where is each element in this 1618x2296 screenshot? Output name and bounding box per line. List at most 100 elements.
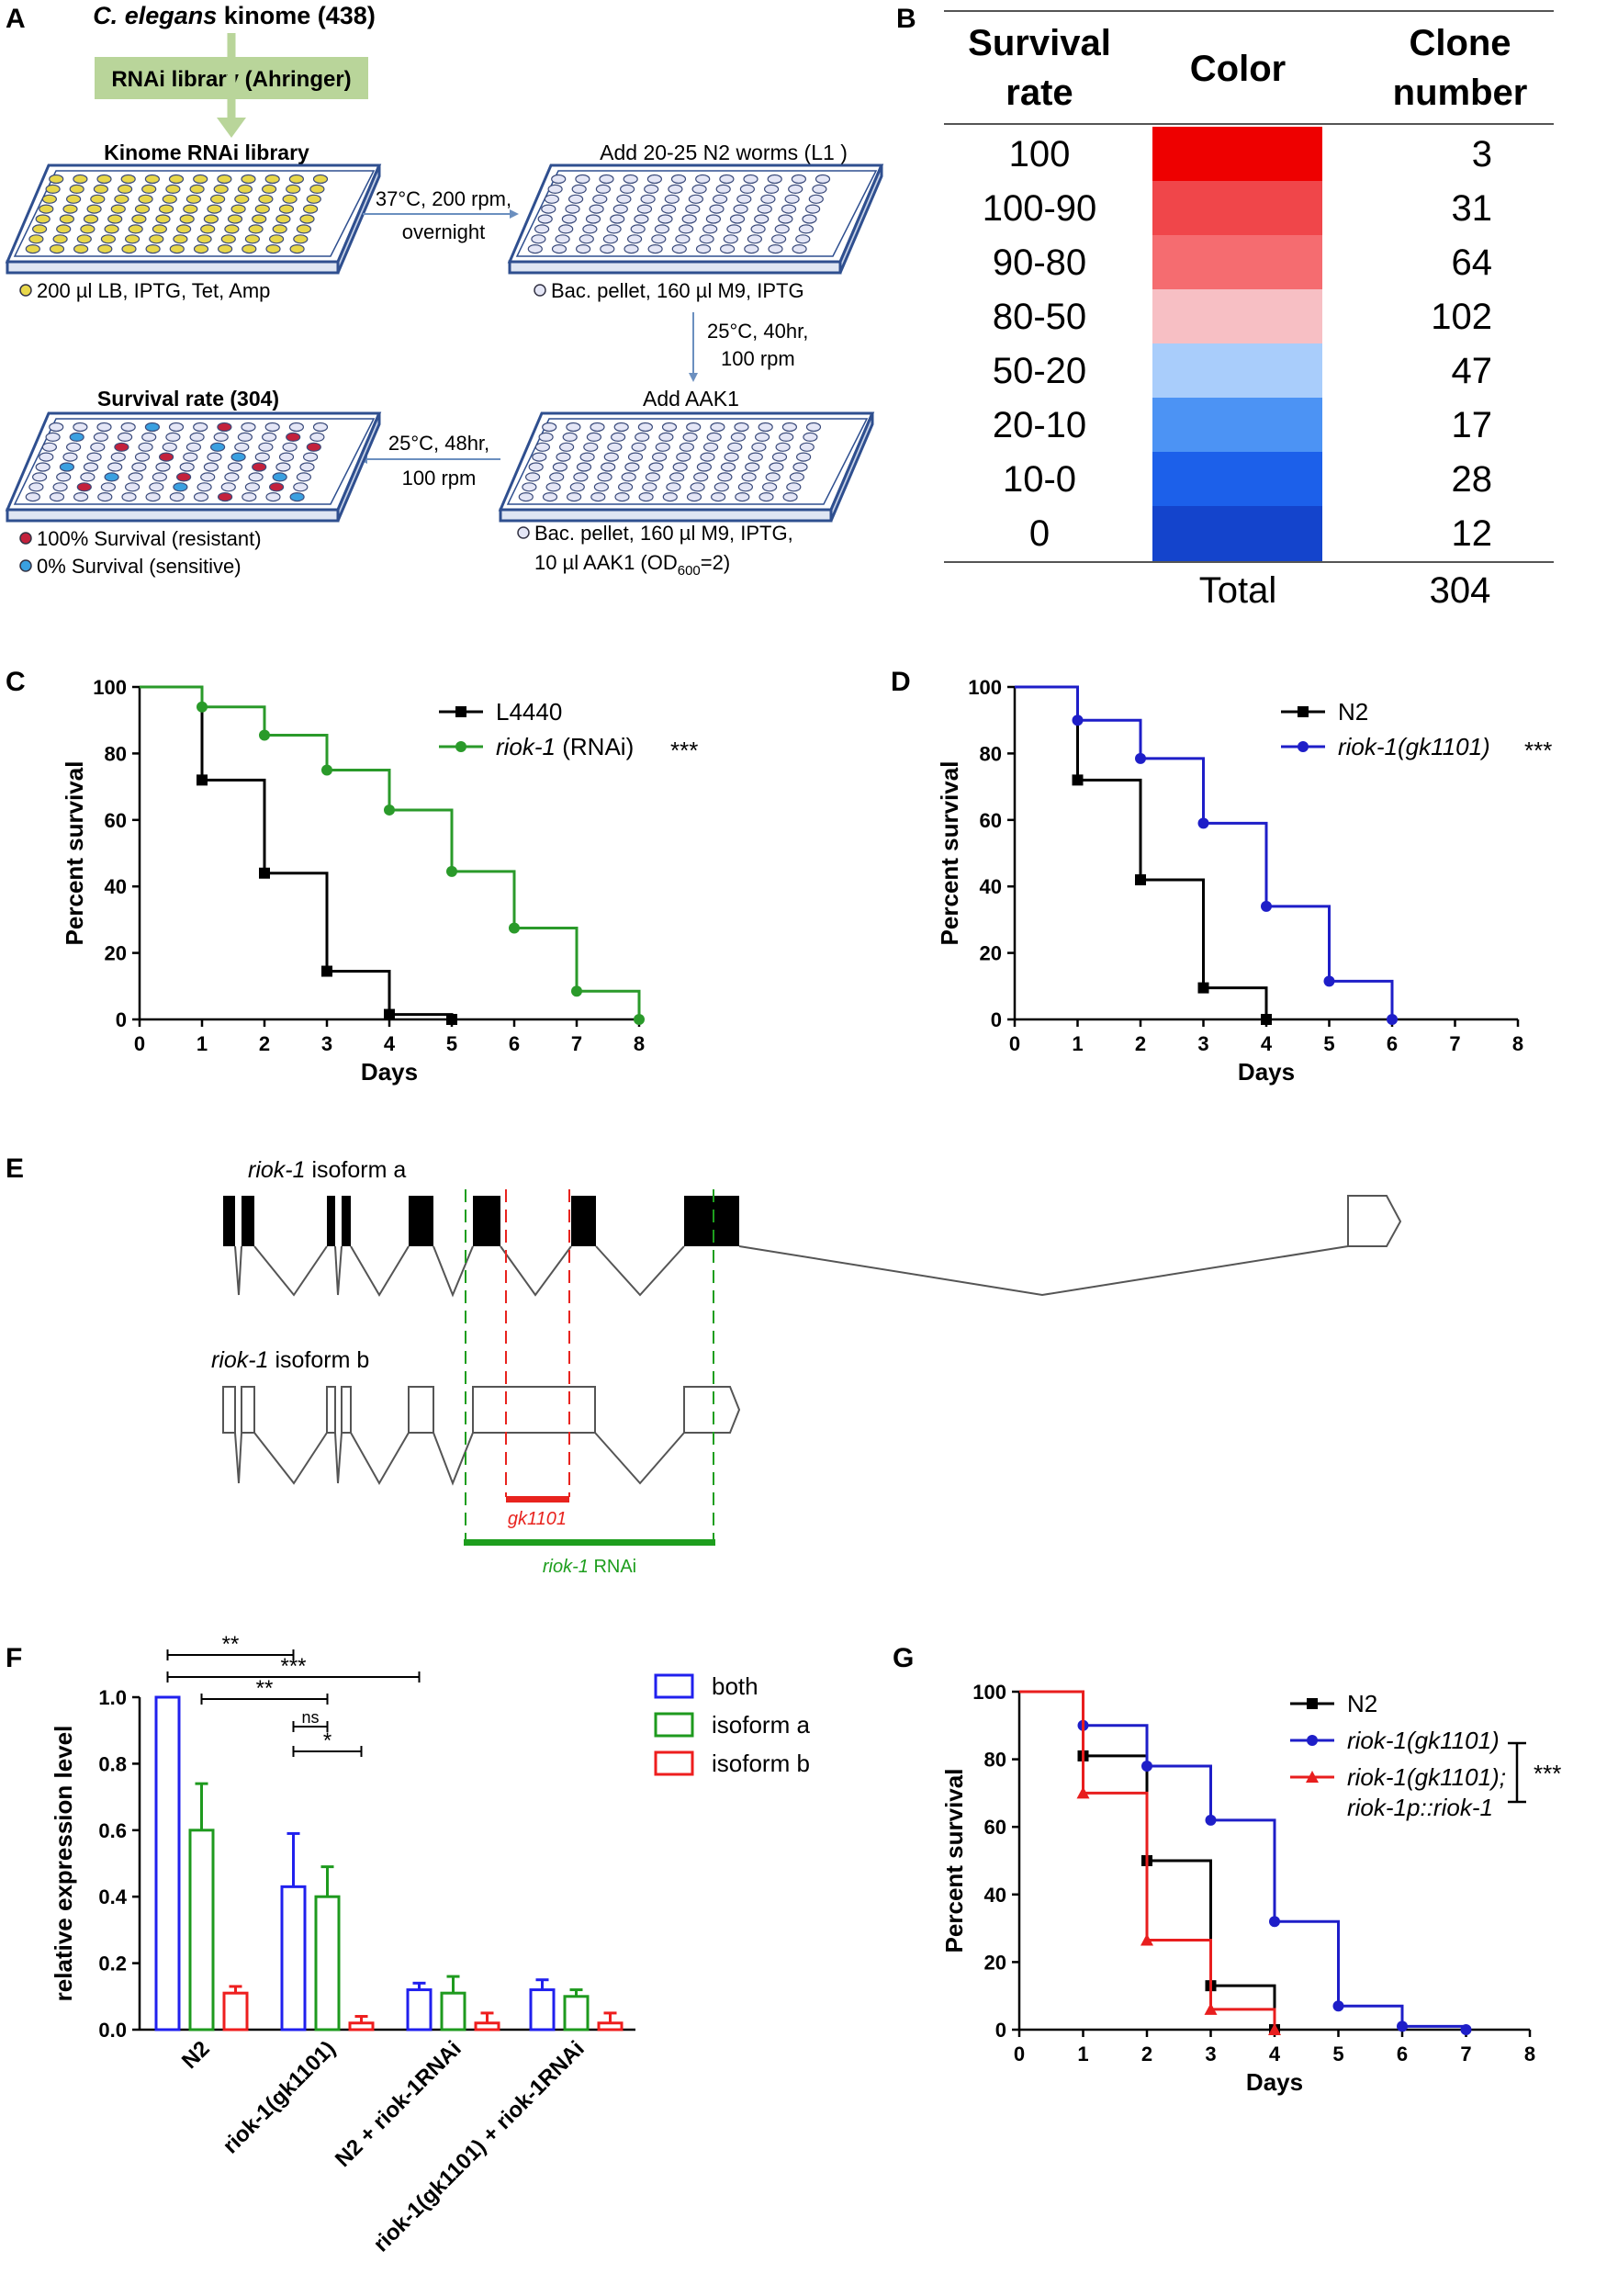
panel-e-label: E [6, 1154, 24, 1184]
chart-d: 0 20 40 60 80 100 0 1 2 3 4 5 6 7 8 Days Percent surviva… [936, 676, 1552, 1086]
well [589, 204, 604, 214]
bar [348, 2021, 375, 2032]
well [758, 491, 774, 502]
well [141, 432, 157, 442]
well [90, 442, 106, 452]
well [788, 184, 803, 194]
well [624, 244, 639, 254]
data-point [1261, 1014, 1272, 1025]
well [621, 472, 636, 482]
well [248, 472, 264, 482]
x-tick-label: 5 [1332, 2043, 1343, 2065]
bar [406, 1988, 433, 2032]
survival-rate-cell: 20-10 [993, 405, 1086, 445]
x-tick-label: 6 [1397, 2043, 1408, 2065]
well [651, 452, 668, 462]
well [597, 472, 612, 482]
well [686, 491, 702, 502]
clone-number-cell: 64 [1452, 242, 1493, 283]
x-tick-label: 0 [1009, 1032, 1020, 1055]
clone-number-cell: 28 [1452, 459, 1493, 500]
well [724, 452, 739, 462]
well [149, 482, 164, 492]
x-tick-label: 1 [1077, 2043, 1088, 2065]
well [288, 422, 304, 433]
well [210, 194, 226, 204]
well [685, 204, 701, 214]
survival-rate-cell: 80-50 [993, 297, 1086, 337]
well [230, 204, 246, 214]
well [789, 472, 805, 482]
x-tick-label: 3 [1197, 1032, 1208, 1055]
arrow-step1-head [510, 209, 519, 219]
well [80, 472, 96, 482]
well [90, 194, 106, 204]
well [717, 472, 733, 482]
well [104, 472, 119, 482]
well [670, 174, 687, 185]
well [252, 462, 267, 472]
significance-label: * [323, 1728, 331, 1753]
legend-label: riok-1(gk1101) [1347, 1727, 1500, 1754]
legend-label: N2 [1338, 698, 1368, 726]
well [193, 422, 208, 433]
well [792, 244, 807, 254]
well [227, 214, 243, 224]
x-tick-label: 2 [1141, 2043, 1152, 2065]
well [532, 452, 547, 462]
y-axis-label: Percent survival [61, 761, 88, 946]
well [745, 462, 760, 472]
well [134, 204, 151, 214]
well [590, 422, 605, 433]
well [565, 204, 580, 214]
well [35, 462, 51, 472]
well [107, 462, 123, 472]
legend-resistant: 100% Survival (resistant) [37, 527, 262, 550]
color-swatch [1152, 289, 1322, 344]
y-tick-label: 60 [984, 1816, 1006, 1839]
well [62, 452, 78, 462]
header-color: Color [1190, 49, 1286, 89]
well [25, 491, 40, 502]
data-point [509, 922, 520, 934]
panel-g: G 0 20 40 60 80 100 0 1 2 3 4 5 6 7 8 Days Percent survi… [893, 1643, 1561, 2096]
well [59, 462, 75, 472]
well [803, 432, 818, 442]
intron-a5 [433, 1245, 474, 1298]
well [769, 462, 784, 472]
data-point [1205, 1814, 1217, 1826]
bar [529, 1988, 556, 2032]
well [627, 452, 644, 462]
x-tick-label: 4 [1261, 1032, 1273, 1055]
well [121, 491, 137, 502]
well [134, 452, 151, 462]
well [602, 234, 619, 244]
well [45, 432, 61, 442]
y-tick-label: 80 [980, 742, 1002, 765]
well [534, 442, 551, 452]
panel-f-label: F [6, 1643, 22, 1673]
well [269, 482, 285, 492]
well [203, 462, 219, 472]
well [49, 244, 65, 254]
well [579, 234, 594, 244]
well [586, 432, 602, 442]
well [248, 224, 264, 234]
data-point [1072, 715, 1084, 726]
color-swatch [1152, 235, 1322, 290]
well [713, 482, 729, 492]
well [73, 491, 89, 502]
intron-a1 [234, 1245, 242, 1296]
plate-kinome-library [5, 163, 382, 275]
y-tick-label: 20 [105, 942, 127, 965]
well [518, 491, 534, 502]
well [782, 491, 798, 502]
well [218, 244, 233, 254]
well [527, 244, 543, 254]
plate3-caption-line2: 10 µl AAK1 (OD600=2) [534, 551, 730, 579]
well [741, 472, 757, 482]
well [642, 482, 657, 492]
exon-b3 [326, 1386, 336, 1434]
well [152, 224, 167, 234]
well [217, 422, 232, 433]
